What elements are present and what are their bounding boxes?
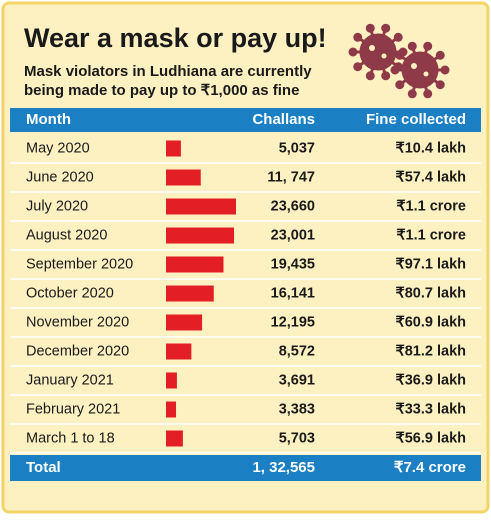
virus-spike-tip [435,80,445,90]
virus-spike-tip [423,89,433,99]
virus-spike-tip [393,32,403,42]
month-label: December 2020 [26,343,129,359]
fine-label: ₹10.4 lakh [396,140,467,156]
chart-title: Wear a mask or pay up! [24,23,327,53]
total-label: Total [26,459,61,476]
fine-label: ₹97.1 lakh [396,256,467,272]
month-label: February 2021 [26,401,120,417]
bar [166,343,192,360]
fine-label: ₹36.9 lakh [396,372,467,388]
challans-label: 8,572 [279,343,315,359]
bar [166,227,235,244]
month-label: January 2021 [26,372,114,388]
fine-label: ₹80.7 lakh [396,285,467,301]
challans-label: 19,435 [271,256,315,272]
virus-spike-tip [440,65,450,75]
chart-subtitle: Mask violators in Ludhiana are currently… [24,63,312,99]
fine-label: ₹56.9 lakh [396,430,467,446]
month-label: October 2020 [26,285,114,301]
month-label: July 2020 [26,198,88,214]
header-row [10,108,481,132]
virus-spike-tip [365,23,375,33]
column-header: Fine collected [366,111,466,128]
bar [166,430,183,447]
month-label: August 2020 [26,227,107,243]
virus-spike-tip [407,89,417,99]
total-row [10,455,481,481]
challans-label: 12,195 [271,314,315,330]
bar [166,285,214,302]
virus-spike-tip [353,62,363,72]
fine-label: ₹57.4 lakh [396,169,467,185]
fine-label: ₹60.9 lakh [396,314,467,330]
challans-label: 3,691 [279,372,315,388]
bar [166,256,224,273]
virus-icon [348,23,450,99]
virus-spike-tip [435,50,445,60]
virus-spike-tip [407,41,417,51]
total-fine: ₹7.4 crore [394,459,466,476]
virus-spike-tip [365,71,375,81]
virus-spike-tip [390,65,400,75]
challans-label: 11, 747 [267,169,315,185]
month-label: November 2020 [26,314,129,330]
virus-spike-tip [348,47,358,57]
bar [166,372,177,389]
fine-label: ₹1.1 crore [396,198,466,214]
fine-label: ₹33.3 lakh [396,401,467,417]
virus-spike-tip [395,80,405,90]
bar [166,140,181,157]
month-label: May 2020 [26,140,90,156]
challans-label: 23,001 [271,227,315,243]
bar [166,169,201,186]
column-header: Challans [252,111,315,128]
bar [166,401,177,418]
virus-spike-tip [423,41,433,51]
challans-label: 5,037 [279,140,315,156]
virus-spike-tip [353,32,363,42]
challans-label: 16,141 [271,285,315,301]
virus-spike-tip [381,23,391,33]
month-label: June 2020 [26,169,94,185]
month-label: September 2020 [26,256,133,272]
fine-label: ₹81.2 lakh [396,343,467,359]
challans-label: 3,383 [279,401,315,417]
total-challans: 1, 32,565 [252,459,315,476]
virus-spike-tip [381,71,391,81]
month-label: March 1 to 18 [26,430,115,446]
challans-label: 5,703 [279,430,315,446]
column-header: Month [26,111,71,128]
bar [166,314,203,331]
bar [166,198,236,215]
challans-label: 23,660 [271,198,315,214]
virus-spike-tip [395,50,405,60]
fine-label: ₹1.1 crore [396,227,466,243]
